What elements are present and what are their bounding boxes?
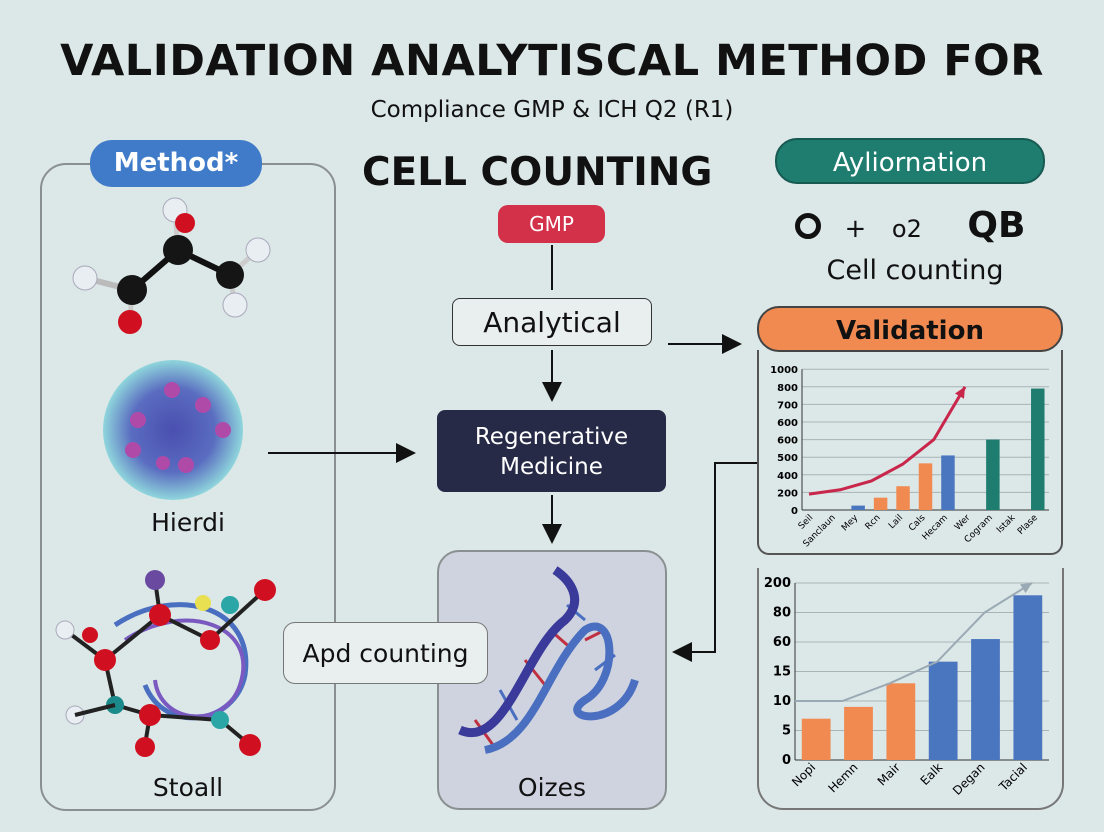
dna-icon — [458, 566, 639, 754]
bar — [1013, 595, 1043, 760]
y-tick-label: 700 — [777, 400, 798, 411]
main-title: VALIDATION ANALYTISCAL METHOD FOR — [60, 36, 1044, 86]
molecular-ribbon-icon — [55, 570, 276, 757]
ayliornation-pill: Ayliornation — [775, 138, 1045, 184]
y-tick-label: 400 — [777, 471, 798, 482]
o2-symbol: o2 — [891, 215, 922, 243]
y-tick-label: 0 — [782, 753, 791, 768]
y-tick-label: 0 — [791, 506, 798, 517]
x-tick-label: Mair — [875, 760, 903, 788]
y-tick-label: 60 — [773, 635, 791, 650]
trend-line — [795, 582, 1033, 702]
y-tick-label: 200 — [777, 488, 798, 499]
bar — [886, 683, 916, 760]
oizes-label: Oizes — [517, 773, 587, 802]
subtitle: Compliance GMP & ICH Q2 (R1) — [370, 97, 734, 123]
bar — [928, 661, 958, 760]
plus-symbol: + — [844, 214, 867, 244]
x-tick-label: Hemn — [825, 760, 860, 795]
bar — [801, 718, 831, 760]
validation-pill: Validation — [757, 306, 1063, 352]
method-pill: Method* — [90, 140, 262, 187]
x-tick-label: Mey — [840, 513, 861, 534]
cell-counting-heading: CELL COUNTING — [362, 150, 713, 195]
y-tick-label: 800 — [777, 383, 798, 394]
gmp-badge: GMP — [498, 205, 605, 243]
x-tick-label: Degan — [950, 760, 988, 798]
trend-arrowhead — [955, 386, 965, 399]
y-tick-label: 80 — [773, 606, 791, 621]
y-tick-label: 1000 — [770, 365, 798, 376]
chart-1-frame — [757, 350, 1063, 555]
x-tick-label: Wer — [953, 513, 973, 533]
y-tick-label: 5 — [782, 724, 791, 739]
chart-2-frame — [757, 568, 1064, 810]
x-tick-label: Nopi — [789, 760, 818, 789]
cell-label: Hierdi — [151, 508, 225, 537]
molecule-icon — [72, 197, 271, 334]
cell-icon — [103, 360, 243, 500]
y-tick-label: 10 — [773, 694, 791, 709]
x-tick-label: Rcn — [864, 513, 883, 532]
bar — [918, 463, 933, 510]
cell-counting-label: Cell counting — [826, 255, 1004, 286]
analytical-box: Analytical — [452, 298, 652, 346]
chart-2: 0 5 10 15 60 80 200 Nopi Hemn Mair Ealk Degan Tacial — [764, 576, 1049, 798]
bar — [986, 439, 1000, 510]
trend-arrowhead — [1020, 583, 1032, 594]
bar — [873, 497, 888, 510]
clock-icon — [795, 213, 821, 239]
x-tick-label: Ealk — [918, 760, 946, 788]
x-tick-label: Istak — [995, 513, 1018, 536]
trend-line — [808, 386, 967, 496]
bar — [844, 706, 873, 760]
bar — [896, 486, 910, 510]
y-tick-label: 200 — [764, 576, 791, 591]
bar — [941, 455, 955, 510]
x-tick-label: Plase — [1016, 513, 1040, 537]
x-tick-label: Lail — [887, 513, 905, 531]
x-tick-label: Tacial — [996, 760, 1030, 794]
apd-counting-box: Apd counting — [283, 622, 488, 684]
qb-symbol: QB — [967, 205, 1026, 246]
molecule-label: Stoall — [152, 773, 224, 802]
regenerative-medicine-box: Regenerative Medicine — [437, 410, 666, 492]
x-tick-label: Hecam — [921, 513, 950, 542]
bar — [1031, 388, 1045, 510]
y-tick-label: 600 — [777, 436, 798, 447]
y-tick-label: 15 — [773, 665, 791, 680]
bar — [971, 639, 1000, 760]
y-tick-label: 500 — [777, 453, 798, 464]
symbols-row: + o2 QB — [795, 205, 1025, 246]
x-tick-label: Seil — [797, 513, 816, 532]
bar — [851, 505, 865, 510]
y-tick-label: 600 — [777, 418, 798, 429]
